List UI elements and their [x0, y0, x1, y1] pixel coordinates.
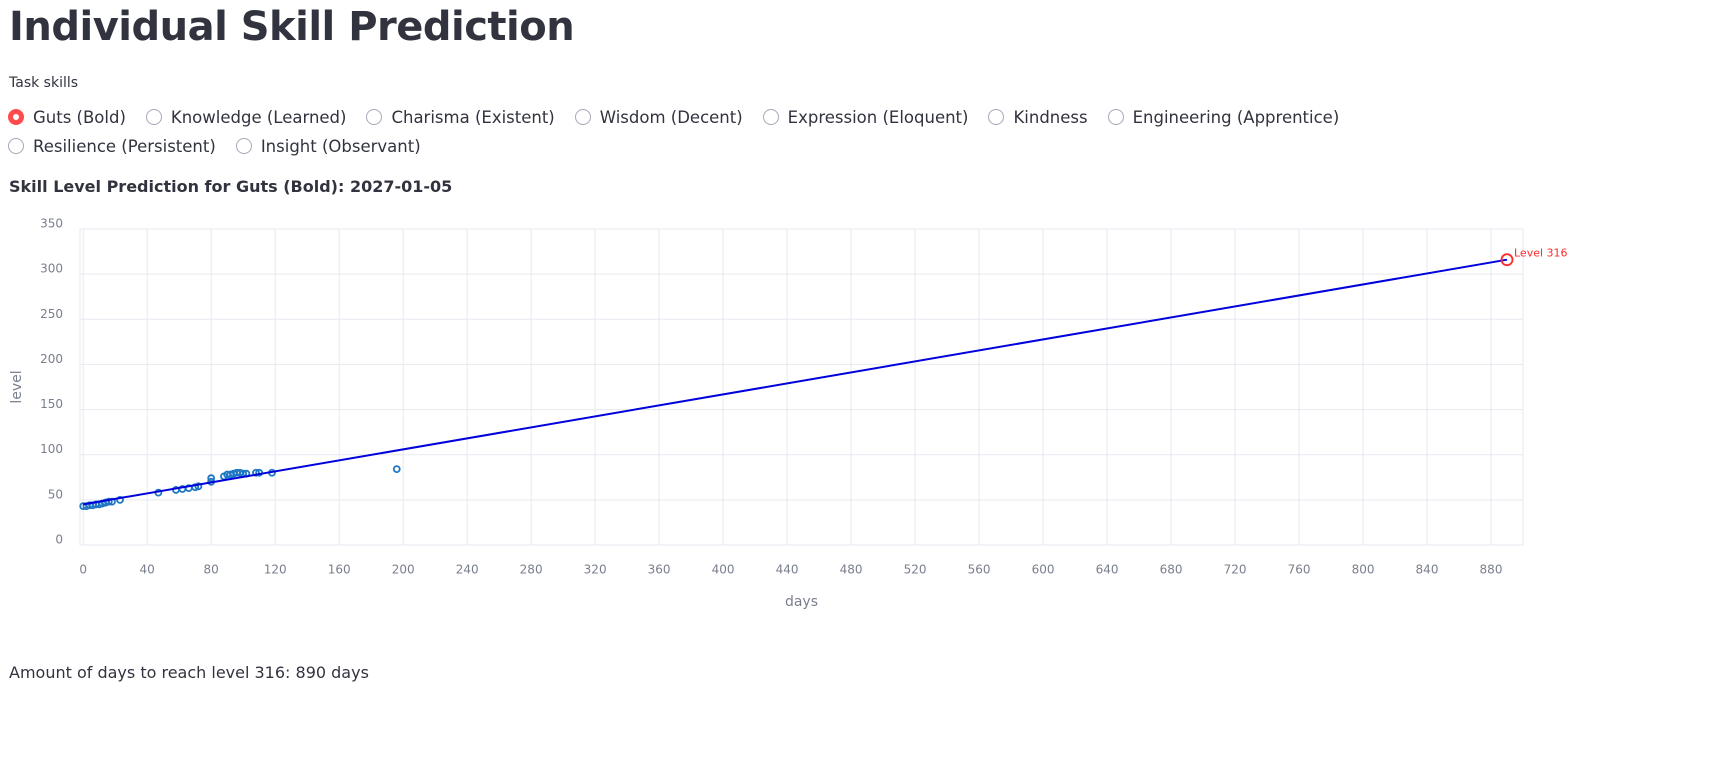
radio-group-label: Task skills [9, 75, 79, 91]
radio-button[interactable] [1107, 109, 1124, 125]
x-tick-label: 560 [968, 563, 991, 577]
x-tick-label: 0 [79, 563, 87, 577]
x-tick-label: 160 [328, 563, 351, 577]
radio-button[interactable] [762, 109, 779, 125]
x-tick-label: 440 [776, 563, 799, 577]
radio-label[interactable]: Guts (Bold) [33, 107, 126, 127]
radio-option[interactable]: Expression (Eloquent) [762, 106, 969, 128]
radio-label[interactable]: Insight (Observant) [260, 136, 421, 156]
radio-option[interactable]: Wisdom (Decent) [574, 106, 743, 128]
radio-label[interactable]: Knowledge (Learned) [170, 107, 347, 127]
x-tick-label: 800 [1352, 563, 1375, 577]
data-point [252, 468, 260, 477]
data-point [104, 497, 113, 506]
radio-button[interactable] [366, 109, 383, 125]
chart-subheader: Skill Level Prediction for Guts (Bold): … [9, 177, 453, 196]
x-tick-label: 760 [1288, 563, 1311, 577]
page-title: Individual Skill Prediction [9, 4, 575, 50]
radio-label[interactable]: Expression (Eloquent) [787, 107, 969, 127]
data-point [194, 482, 203, 491]
x-tick-label: 280 [520, 563, 543, 577]
plot-area [79, 228, 1524, 546]
y-tick-label: 150 [40, 397, 63, 411]
x-tick-label: 200 [392, 563, 415, 577]
radio-button[interactable] [574, 109, 591, 125]
x-tick-label: 680 [1160, 563, 1183, 577]
y-tick-label: 350 [40, 217, 63, 231]
radio-label[interactable]: Charisma (Existent) [391, 107, 555, 127]
radio-option[interactable]: Engineering (Apprentice) [1107, 106, 1340, 128]
radio-option[interactable]: Resilience (Persistent) [8, 135, 216, 157]
radio-label[interactable]: Kindness [1013, 107, 1088, 127]
radio-button[interactable] [988, 109, 1005, 125]
y-tick-label: 100 [40, 442, 63, 456]
radio-button[interactable] [145, 109, 162, 125]
radio-option[interactable]: Charisma (Existent) [366, 106, 555, 128]
y-tick-label: 300 [40, 262, 63, 276]
x-tick-label: 400 [712, 563, 735, 577]
result-text: Amount of days to reach level 316: 890 d… [9, 663, 369, 682]
prediction-marker [1500, 253, 1514, 267]
radio-label[interactable]: Wisdom (Decent) [599, 107, 743, 127]
x-axis-title: days [785, 594, 818, 610]
radio-button[interactable] [8, 138, 24, 154]
trend-line [83, 258, 1508, 506]
prediction-label: Level 316 [1514, 247, 1568, 260]
x-tick-label: 880 [1480, 563, 1503, 577]
x-tick-label: 840 [1416, 563, 1439, 577]
y-tick-label: 50 [48, 487, 63, 501]
x-tick-label: 480 [840, 563, 863, 577]
x-tick-label: 320 [584, 563, 607, 577]
radio-option[interactable]: Insight (Observant) [235, 135, 421, 157]
radio-label[interactable]: Resilience (Persistent) [33, 136, 216, 156]
radio-label[interactable]: Engineering (Apprentice) [1132, 107, 1340, 127]
x-tick-label: 360 [648, 563, 671, 577]
data-point [116, 495, 124, 504]
x-tick-label: 40 [140, 563, 155, 577]
radio-option[interactable]: Kindness [988, 106, 1088, 128]
radio-option[interactable]: Guts (Bold) [8, 106, 126, 128]
data-point [392, 465, 401, 474]
radio-button[interactable] [235, 138, 252, 154]
radio-group: Guts (Bold) Knowledge (Learned) Charisma (… [8, 106, 1508, 157]
x-tick-label: 80 [204, 563, 219, 577]
x-tick-label: 720 [1224, 563, 1247, 577]
x-tick-label: 520 [904, 563, 927, 577]
radio-button[interactable] [8, 109, 24, 125]
y-tick-label: 0 [55, 533, 63, 547]
radio-option[interactable]: Knowledge (Learned) [145, 106, 347, 128]
x-tick-label: 120 [264, 563, 287, 577]
y-tick-label: 250 [40, 307, 63, 321]
y-axis-title: level [9, 370, 25, 403]
chart: 0 50 100 150 200 250 300 350 0 40 80 120 160 200 240 28… [9, 217, 1568, 611]
y-tick-label: 200 [40, 352, 63, 366]
x-tick-label: 240 [456, 563, 479, 577]
x-tick-label: 600 [1032, 563, 1055, 577]
data-point [207, 474, 216, 483]
x-tick-label: 640 [1096, 563, 1119, 577]
